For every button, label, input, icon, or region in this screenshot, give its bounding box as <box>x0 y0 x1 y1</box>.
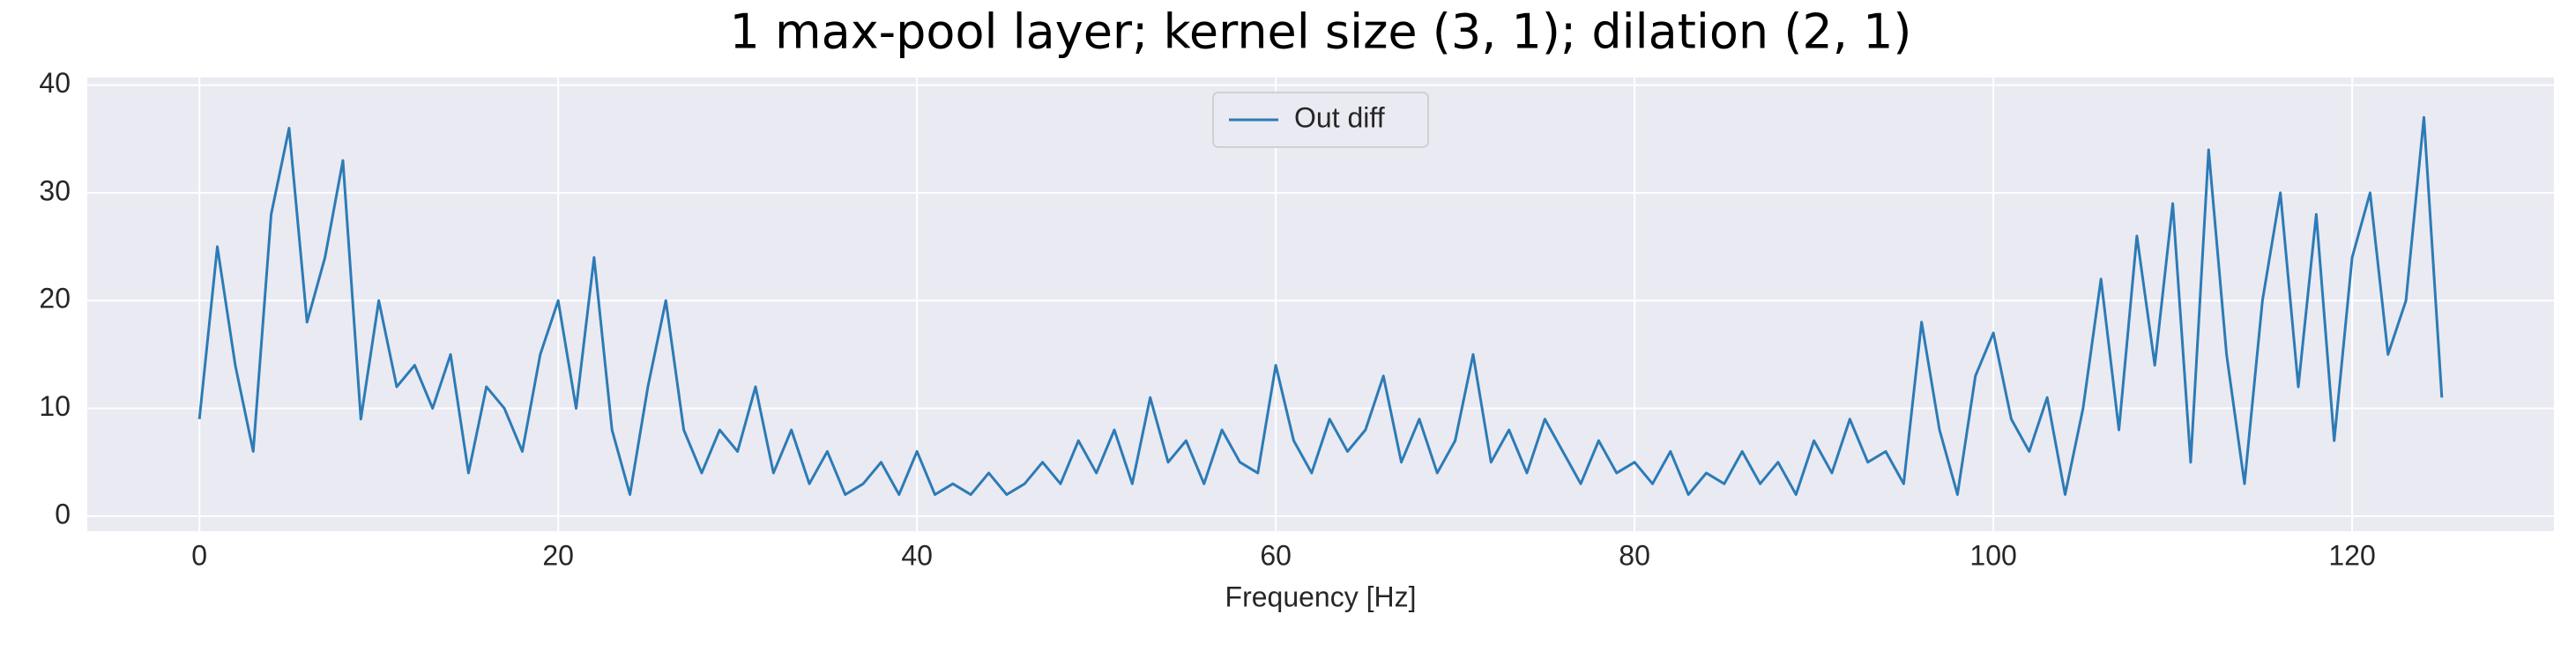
x-tick-label: 0 <box>191 539 207 571</box>
x-tick-label: 100 <box>1969 539 2016 571</box>
legend: Out diff <box>1212 92 1429 148</box>
x-tick-label: 20 <box>542 539 574 571</box>
x-tick-label: 80 <box>1619 539 1650 571</box>
x-tick-label: 120 <box>2328 539 2375 571</box>
y-tick-label: 0 <box>55 498 71 529</box>
data-line <box>197 115 2444 496</box>
plot-area <box>87 78 2554 531</box>
y-tick-label: 10 <box>39 390 71 422</box>
y-tick-label: 20 <box>39 283 71 314</box>
legend-label: Out diff <box>1294 101 1385 133</box>
y-tick-label: 40 <box>39 67 71 99</box>
x-tick-label: 60 <box>1260 539 1292 571</box>
chart-title: 1 max-pool layer; kernel size (3, 1); di… <box>729 4 1911 60</box>
y-tick-label: 30 <box>39 174 71 206</box>
x-axis-label: Frequency [Hz] <box>1225 581 1417 612</box>
x-tick-label: 40 <box>901 539 933 571</box>
legend-box <box>1212 92 1429 148</box>
